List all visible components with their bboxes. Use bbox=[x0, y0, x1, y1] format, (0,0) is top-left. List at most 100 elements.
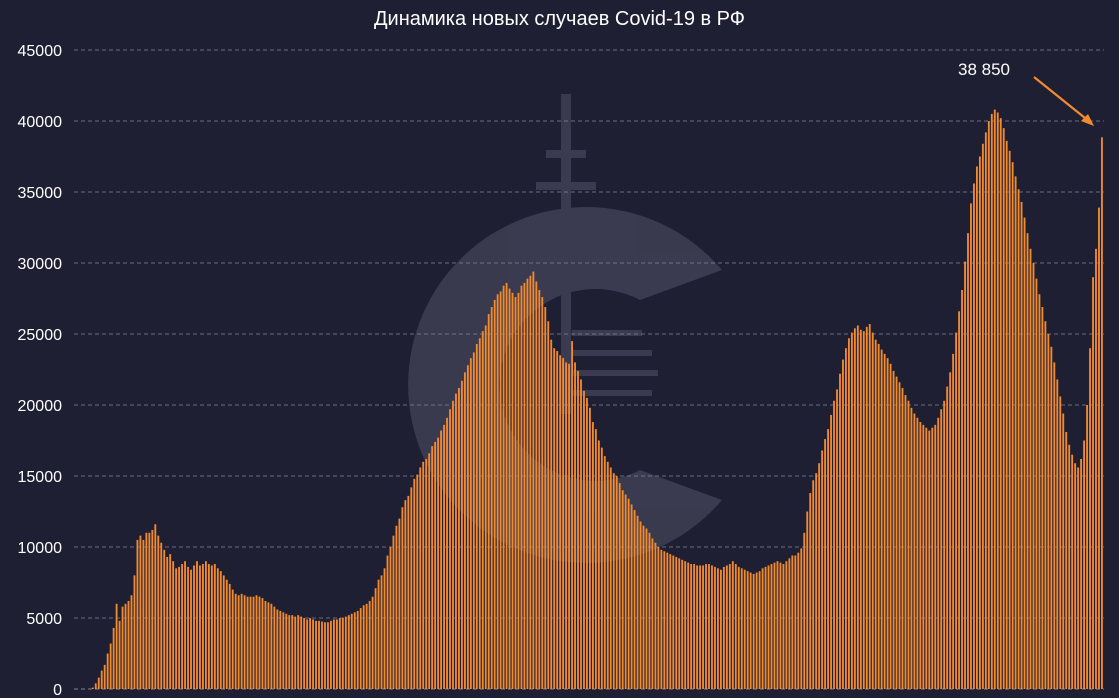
bar bbox=[222, 575, 225, 689]
bar bbox=[199, 565, 201, 689]
bar bbox=[440, 430, 443, 689]
bar bbox=[1038, 294, 1041, 689]
bar bbox=[827, 429, 829, 689]
bar bbox=[970, 203, 972, 690]
bar bbox=[544, 307, 547, 689]
bar bbox=[207, 564, 210, 689]
bar bbox=[978, 156, 981, 689]
bar bbox=[922, 424, 925, 689]
y-tick-label: 40000 bbox=[18, 114, 63, 131]
bar bbox=[755, 572, 758, 689]
bar bbox=[1068, 444, 1071, 689]
bar bbox=[300, 616, 303, 689]
bar bbox=[115, 603, 118, 689]
bar bbox=[1053, 362, 1056, 689]
bar bbox=[541, 297, 544, 689]
bar bbox=[452, 400, 454, 689]
bar bbox=[594, 429, 597, 689]
bar bbox=[151, 529, 154, 689]
bar bbox=[928, 430, 931, 689]
bar bbox=[401, 507, 404, 689]
bar bbox=[901, 387, 904, 689]
bar bbox=[100, 670, 103, 689]
y-tick-label: 5000 bbox=[26, 611, 62, 628]
bar bbox=[1056, 379, 1059, 689]
bar bbox=[1044, 321, 1047, 689]
bar bbox=[591, 422, 594, 689]
bar bbox=[258, 596, 261, 689]
bar bbox=[538, 289, 541, 689]
bar bbox=[618, 483, 621, 689]
bar bbox=[815, 473, 818, 689]
bar bbox=[764, 566, 767, 689]
bar bbox=[443, 424, 445, 689]
bar bbox=[809, 493, 812, 689]
bar bbox=[335, 619, 338, 689]
bar bbox=[728, 564, 731, 689]
bar bbox=[871, 332, 874, 689]
bar bbox=[368, 600, 371, 689]
bar bbox=[949, 372, 952, 689]
bar bbox=[252, 596, 255, 689]
bar bbox=[856, 325, 859, 689]
bar bbox=[1002, 128, 1005, 690]
bar bbox=[931, 427, 934, 689]
bar bbox=[702, 565, 704, 689]
bar bbox=[993, 109, 996, 689]
bar bbox=[577, 370, 579, 689]
bar bbox=[324, 622, 326, 689]
bar bbox=[425, 458, 428, 689]
bar bbox=[374, 588, 377, 689]
bar bbox=[327, 622, 329, 689]
bar bbox=[916, 417, 919, 689]
bar bbox=[350, 613, 353, 689]
y-tick-label: 45000 bbox=[18, 43, 63, 60]
bar bbox=[892, 370, 895, 689]
bar bbox=[169, 554, 172, 689]
bar bbox=[853, 328, 856, 689]
y-tick-label: 0 bbox=[53, 682, 62, 698]
bar bbox=[847, 338, 850, 689]
bar bbox=[282, 612, 285, 689]
bar bbox=[365, 603, 368, 689]
bar bbox=[103, 664, 106, 689]
bar bbox=[112, 627, 115, 689]
bar bbox=[392, 535, 395, 689]
bar bbox=[487, 314, 490, 689]
bar bbox=[696, 565, 699, 689]
bar bbox=[294, 616, 297, 689]
bar bbox=[478, 338, 481, 689]
bar bbox=[565, 362, 568, 689]
bar bbox=[1098, 207, 1100, 689]
bar bbox=[419, 467, 422, 689]
bar bbox=[782, 564, 785, 689]
bar bbox=[270, 603, 273, 689]
bar bbox=[630, 504, 633, 689]
bar bbox=[946, 386, 949, 689]
bar bbox=[508, 288, 511, 689]
bar bbox=[106, 653, 109, 689]
bar bbox=[91, 687, 94, 689]
bar bbox=[830, 414, 832, 689]
bar bbox=[121, 606, 124, 689]
bar bbox=[600, 447, 603, 689]
bar bbox=[937, 417, 940, 689]
bar bbox=[1050, 346, 1053, 689]
bar bbox=[642, 525, 645, 689]
bar bbox=[842, 359, 844, 689]
bar bbox=[940, 409, 943, 689]
bar bbox=[910, 407, 913, 689]
bar bbox=[886, 358, 889, 689]
bar bbox=[341, 618, 344, 689]
bar bbox=[1092, 277, 1094, 689]
bar bbox=[496, 294, 499, 689]
bar bbox=[800, 548, 803, 689]
bar bbox=[615, 476, 618, 689]
bar bbox=[981, 143, 984, 690]
bar bbox=[279, 610, 282, 689]
bar bbox=[255, 595, 258, 689]
bar bbox=[574, 362, 576, 689]
bar bbox=[460, 380, 463, 689]
bar bbox=[312, 619, 314, 689]
